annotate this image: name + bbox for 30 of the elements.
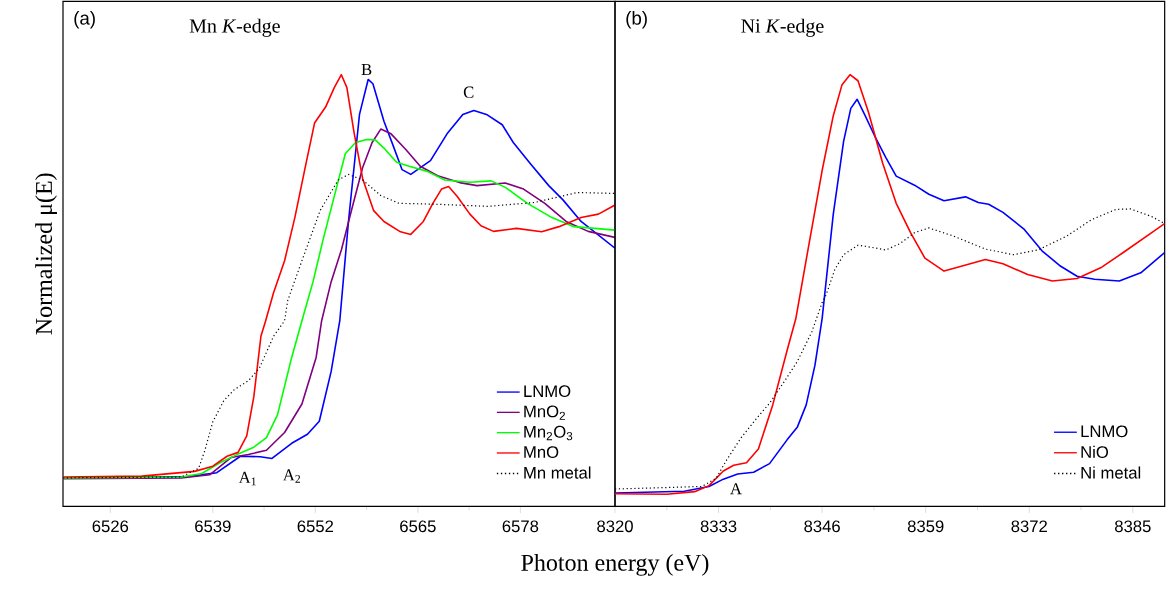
x-tick-label: 8385 — [1115, 520, 1151, 533]
legend-label: Ni metal — [1081, 466, 1141, 479]
legend-label: LNMO — [1081, 425, 1128, 438]
legend-label: Mn$_{2}$O$_{3}$ — [524, 425, 573, 441]
legend-label: MnO — [524, 446, 559, 458]
x-tick-label: 8346 — [804, 520, 840, 533]
chart-title: Ni K-edge — [741, 18, 824, 37]
x-tick-label: 8320 — [597, 520, 633, 533]
x-tick-label: 8333 — [700, 520, 737, 533]
x-tick-label: 6526 — [92, 520, 129, 533]
x-tick-label: 6539 — [195, 520, 231, 533]
legend-label: Mn metal — [524, 466, 591, 479]
x-tick-label: 8372 — [1011, 520, 1047, 533]
x-axis-title: Photon energy (eV) — [521, 553, 709, 576]
chart-title: Mn K-edge — [189, 18, 280, 37]
x-tick-label: 6578 — [502, 520, 539, 533]
annotation: A$_{1}$ — [238, 471, 256, 486]
x-tick-label: 6552 — [297, 520, 334, 533]
x-tick-label: 6565 — [400, 520, 436, 533]
annotation: C — [463, 86, 474, 98]
text: (b) — [626, 11, 647, 29]
annotation: A — [730, 483, 742, 495]
annotation: B — [361, 64, 372, 75]
text: (a) — [74, 11, 95, 29]
x-tick-label: 8359 — [907, 520, 944, 533]
legend-label: NiO — [1081, 445, 1109, 458]
legend-label: LNMO — [524, 385, 571, 398]
legend-label: MnO$_{2}$ — [524, 405, 565, 420]
annotation: A$_{2}$ — [282, 469, 301, 483]
y-axis-title: Normalized μ(E) — [35, 173, 57, 335]
